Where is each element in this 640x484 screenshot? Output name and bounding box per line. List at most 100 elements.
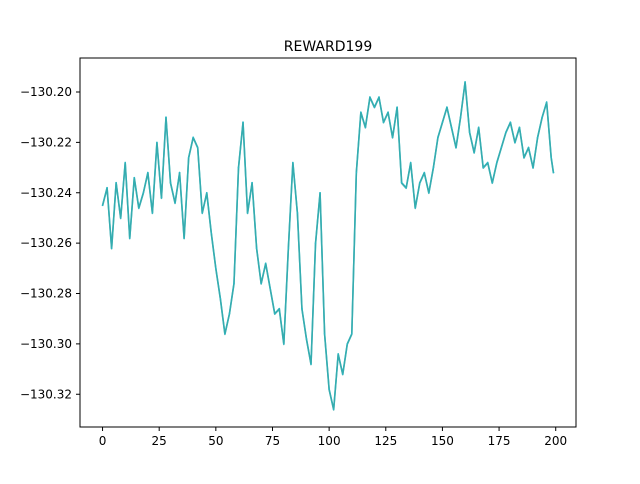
data-point	[310, 363, 312, 365]
data-point	[156, 141, 158, 144]
data-point	[432, 166, 435, 169]
data-point	[486, 161, 489, 164]
data-point	[196, 146, 199, 149]
data-point	[115, 181, 117, 184]
data-point	[319, 191, 321, 194]
data-point	[482, 166, 485, 169]
data-point	[278, 307, 281, 310]
data-point	[369, 96, 371, 98]
data-point	[124, 161, 126, 164]
data-point	[455, 146, 457, 149]
data-point	[260, 282, 262, 285]
data-point	[183, 237, 185, 239]
data-point	[273, 312, 276, 315]
data-point	[224, 333, 226, 335]
data-point	[237, 166, 240, 169]
data-point	[414, 207, 417, 209]
x-tick-label: 50	[208, 434, 223, 448]
data-point	[477, 126, 480, 129]
data-point	[219, 297, 222, 300]
data-point	[246, 212, 249, 214]
data-point	[346, 343, 349, 345]
y-tick-label: −130.26	[20, 236, 72, 250]
x-tick-label: 175	[488, 434, 511, 448]
data-point	[292, 161, 294, 164]
data-point	[523, 156, 525, 159]
data-point	[341, 373, 344, 375]
data-point	[450, 126, 453, 129]
data-point	[174, 202, 176, 204]
data-point	[147, 171, 149, 174]
data-point	[301, 307, 303, 310]
x-axis-ticks: 0 25 50 75 100 125 150 175 200	[99, 427, 567, 448]
x-tick-label: 125	[374, 434, 397, 448]
axes-frame	[79, 57, 577, 428]
data-point	[446, 106, 448, 108]
y-tick-label: −130.24	[20, 186, 72, 200]
data-point	[364, 126, 367, 129]
data-point	[165, 116, 167, 118]
data-point	[160, 196, 163, 199]
data-point	[233, 282, 235, 285]
plot-area	[101, 81, 555, 411]
data-point	[500, 146, 503, 149]
data-point	[373, 106, 376, 108]
data-point	[552, 171, 555, 174]
data-point	[491, 181, 494, 184]
data-point	[169, 181, 172, 184]
data-point	[545, 101, 548, 103]
data-point	[242, 121, 244, 124]
x-tick-label: 75	[265, 434, 280, 448]
data-point	[423, 171, 426, 174]
data-point	[228, 312, 231, 315]
data-point	[387, 111, 389, 113]
data-point	[468, 131, 471, 134]
data-point	[473, 151, 475, 154]
data-point	[305, 338, 308, 340]
data-point	[269, 287, 272, 290]
data-point	[536, 136, 539, 139]
x-tick-label: 0	[99, 434, 107, 448]
data-point	[251, 181, 253, 184]
data-point	[296, 212, 299, 214]
data-point	[550, 156, 552, 159]
data-point	[255, 247, 258, 249]
data-point	[119, 217, 122, 219]
data-point	[178, 171, 181, 174]
data-point	[505, 131, 507, 134]
x-tick-label: 150	[431, 434, 454, 448]
data-point	[428, 191, 430, 194]
data-point	[323, 333, 326, 335]
data-point	[328, 388, 330, 391]
data-point	[337, 353, 340, 355]
y-tick-label: −130.28	[20, 287, 72, 301]
data-point	[360, 111, 362, 113]
x-tick-label: 200	[544, 434, 567, 448]
data-point	[518, 126, 521, 129]
y-axis-ticks: −130.32 −130.30 −130.28 −130.26 −130.24 −130.…	[20, 85, 80, 401]
data-point	[405, 186, 407, 189]
data-point	[496, 161, 498, 164]
data-point	[151, 212, 154, 214]
data-point	[192, 136, 194, 139]
data-point	[350, 333, 353, 335]
data-point	[459, 116, 462, 118]
data-point	[314, 242, 317, 244]
data-point	[409, 161, 412, 164]
data-point	[396, 106, 398, 108]
data-point	[283, 343, 285, 345]
data-point	[532, 166, 534, 169]
data-point	[464, 81, 466, 83]
data-point	[391, 136, 394, 139]
y-tick-label: −130.32	[20, 387, 72, 401]
data-point	[332, 408, 335, 411]
y-tick-label: −130.20	[20, 85, 72, 99]
chart-title: REWARD199	[284, 39, 372, 55]
data-point	[378, 96, 380, 98]
data-point	[514, 141, 516, 144]
data-point	[138, 207, 140, 209]
data-point	[541, 116, 543, 118]
x-tick-label: 25	[152, 434, 167, 448]
